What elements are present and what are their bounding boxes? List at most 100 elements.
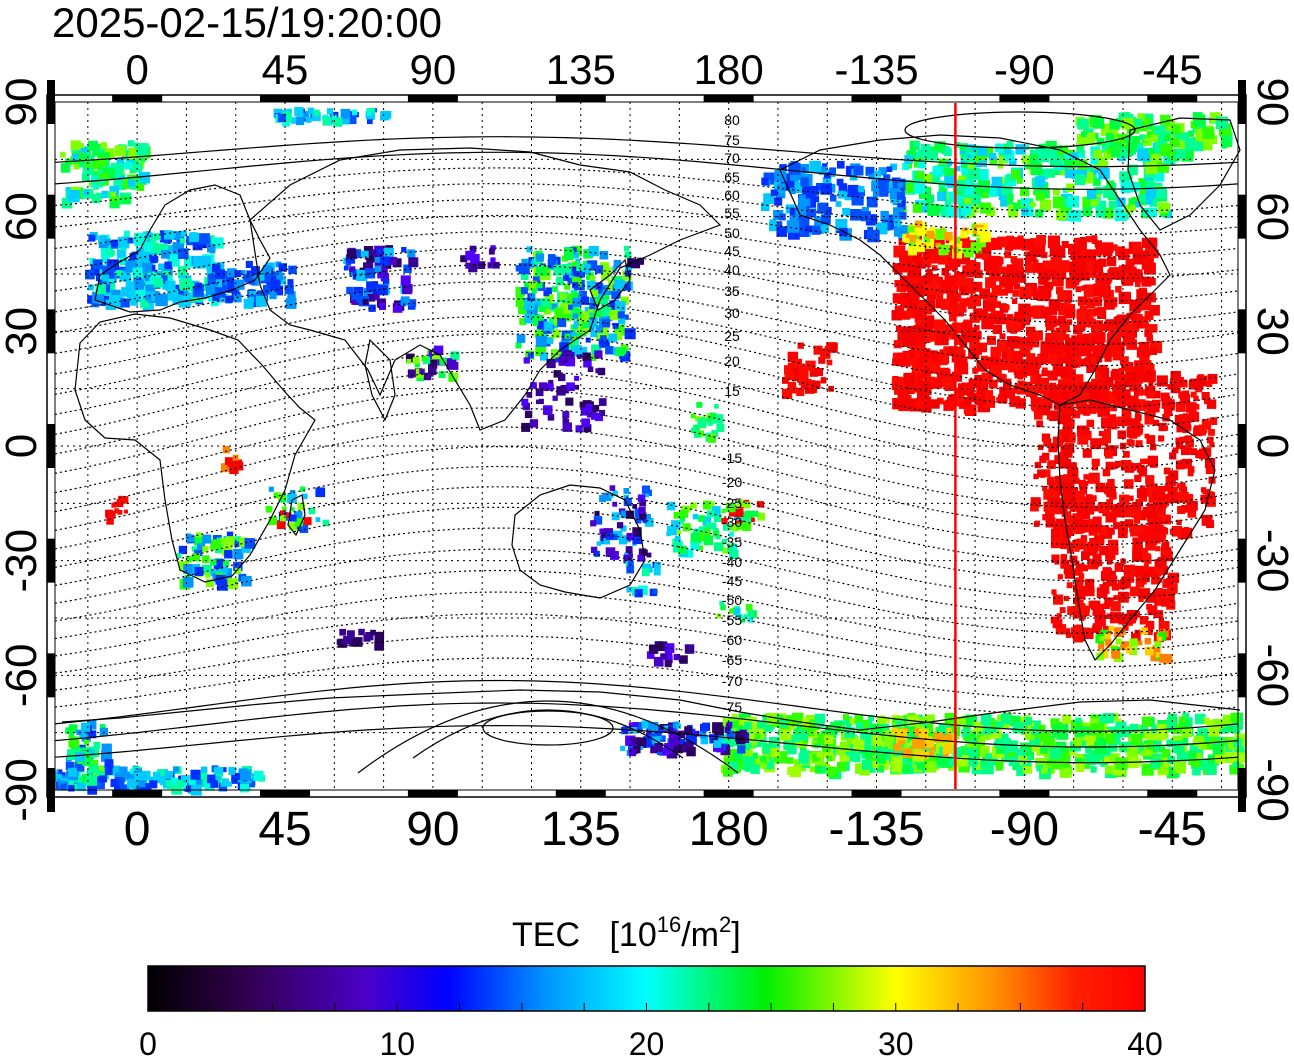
tec-cell [1187, 509, 1197, 518]
tec-cell [601, 319, 611, 328]
tec-cell [233, 561, 243, 572]
tec-cell [1008, 361, 1020, 373]
tec-cell [727, 734, 740, 747]
tec-cell [1212, 736, 1219, 743]
tec-cell [709, 501, 715, 507]
tec-cell [1058, 164, 1069, 174]
tec-cell [998, 394, 1008, 404]
tec-cell [1095, 482, 1105, 493]
tec-cell [1111, 383, 1117, 390]
tec-cell [908, 350, 920, 362]
lat-tick-right: 60 [1248, 192, 1294, 241]
tec-cell [1140, 300, 1150, 311]
tec-cell [795, 205, 807, 217]
tec-cell [1011, 322, 1022, 332]
tec-cell [1087, 541, 1099, 553]
tec-cell [190, 769, 201, 780]
tec-cell [1004, 284, 1014, 293]
tec-cell [107, 191, 114, 198]
tec-cell [1069, 261, 1081, 273]
tec-cell [1180, 459, 1189, 469]
tec-cell [893, 227, 904, 237]
tec-cell [1006, 323, 1016, 333]
lon-tick-mark [1147, 95, 1198, 102]
tec-cell [1206, 764, 1217, 775]
lat-tick-left: -30 [0, 529, 46, 593]
tec-cell [816, 183, 824, 191]
tec-cell [867, 229, 880, 243]
tec-cell [908, 241, 915, 248]
tec-cell [787, 381, 797, 391]
tec-cell [933, 204, 942, 213]
tec-cell [726, 731, 735, 739]
tec-cell [1192, 766, 1201, 776]
tec-cell [1034, 410, 1043, 420]
tec-cell [106, 517, 114, 525]
tec-cell [768, 222, 778, 232]
tec-cell [1023, 717, 1032, 726]
tec-cell [374, 248, 383, 257]
tec-cell [111, 289, 121, 300]
tec-cell [1135, 573, 1147, 585]
tec-cell [895, 720, 903, 728]
tec-cell [1121, 373, 1131, 384]
lat-tick-right: -30 [1248, 529, 1294, 593]
tec-cell [548, 254, 556, 262]
tec-cell [419, 368, 425, 375]
tec-cell [775, 188, 786, 199]
tec-cell [101, 190, 109, 198]
tec-cell [929, 172, 941, 184]
tec-cell [1093, 178, 1101, 186]
tec-cell [1021, 728, 1028, 735]
tec-cell [465, 250, 475, 261]
tec-cell [377, 267, 388, 279]
tec-cell [278, 263, 287, 272]
tec-cell [744, 721, 752, 730]
tec-cell [587, 260, 598, 271]
tec-cell [1063, 158, 1073, 169]
tec-cell [68, 724, 78, 734]
tec-cell [664, 655, 673, 664]
tec-cell [82, 755, 93, 766]
tec-cell [1152, 399, 1161, 408]
tec-cell [1136, 289, 1148, 301]
tec-cell [1172, 740, 1185, 754]
tec-cell [808, 719, 820, 731]
tec-cell [1061, 413, 1072, 423]
tec-cell [234, 270, 242, 277]
tec-cell [600, 300, 609, 308]
tec-cell [1103, 602, 1110, 609]
colorbar-tick-label: 20 [629, 1026, 665, 1057]
tec-cell [693, 431, 700, 438]
tec-cell [1092, 553, 1102, 563]
tec-cell [751, 740, 757, 746]
tec-cell [297, 502, 305, 510]
colorbar-ticks: 0 10 20 30 40 [139, 1003, 1163, 1057]
tec-cell [1053, 594, 1064, 605]
tec-cell [1135, 579, 1145, 588]
tec-cell [984, 390, 994, 399]
tec-cell [1154, 486, 1166, 497]
tec-cell [586, 280, 596, 290]
tec-cell [924, 307, 933, 315]
magnetic-contour-line [54, 506, 1239, 600]
tec-cell [352, 637, 363, 647]
tec-cell [1117, 430, 1126, 439]
tec-cell [595, 282, 603, 290]
tec-cell [1050, 391, 1059, 400]
tec-cell [1014, 371, 1022, 379]
tec-cell [477, 261, 486, 269]
tec-cell [446, 359, 457, 370]
tec-cell [222, 446, 230, 454]
tec-cell [515, 291, 523, 299]
tec-cell [912, 253, 922, 263]
tec-cell [343, 636, 352, 645]
tec-cell [562, 418, 570, 426]
tec-cell [995, 745, 1005, 754]
tec-cell [743, 501, 751, 509]
tec-cell [226, 781, 232, 787]
tec-cell [1003, 274, 1016, 286]
tec-cell [742, 522, 752, 531]
tec-cell [1129, 647, 1138, 656]
tec-cell [814, 742, 820, 749]
